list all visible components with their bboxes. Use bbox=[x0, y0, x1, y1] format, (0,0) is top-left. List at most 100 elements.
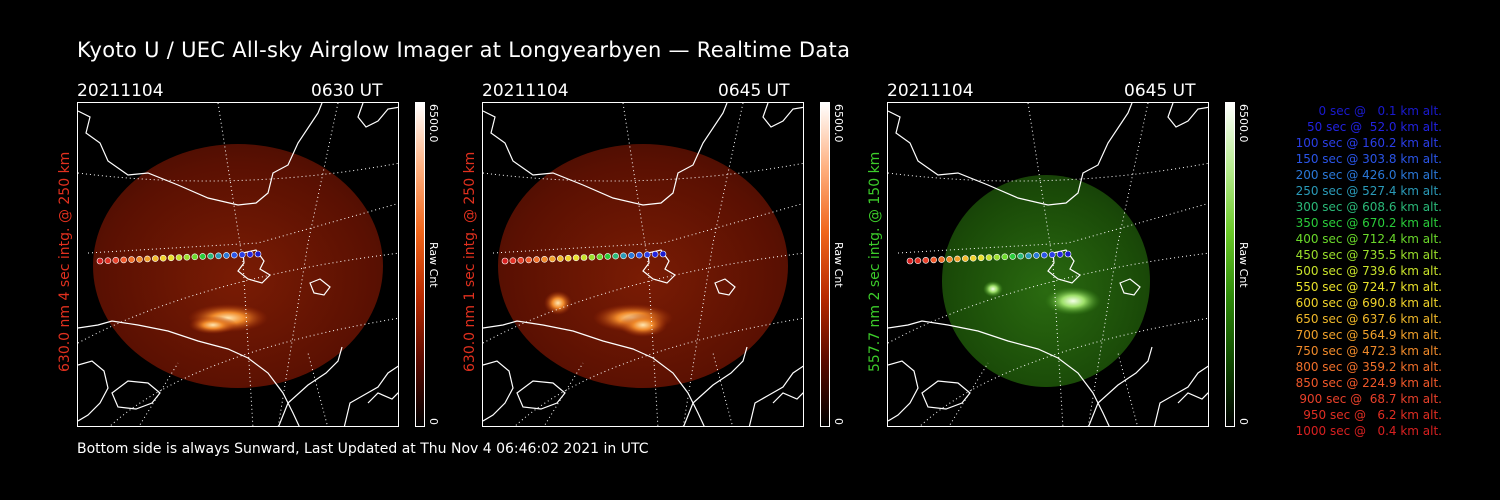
legend-row: 950 sec @ 6.2 km alt. bbox=[1303, 408, 1442, 422]
legend-row: 300 sec @ 608.6 km alt. bbox=[1295, 200, 1442, 214]
trajectory-point bbox=[128, 256, 135, 263]
legend-row: 500 sec @ 739.6 km alt. bbox=[1295, 264, 1442, 278]
legend-row: 700 sec @ 564.9 km alt. bbox=[1295, 328, 1442, 342]
legend-row: 550 sec @ 724.7 km alt. bbox=[1295, 280, 1442, 294]
colorbar-max-label: 6500.0 bbox=[832, 104, 845, 143]
trajectory-point bbox=[906, 257, 914, 265]
legend-row: 50 sec @ 52.0 km alt. bbox=[1307, 120, 1442, 134]
trajectory-point bbox=[509, 257, 517, 264]
trajectory-point bbox=[1025, 252, 1032, 260]
trajectory-point bbox=[914, 257, 922, 264]
panel-ylabel: 557.7 nm 2 sec intg. @ 150 km bbox=[867, 151, 883, 372]
trajectory-point bbox=[962, 255, 969, 262]
trajectory-point bbox=[930, 256, 938, 264]
trajectory-point bbox=[144, 255, 151, 263]
trajectory-point bbox=[977, 254, 985, 262]
legend-row: 100 sec @ 160.2 km alt. bbox=[1295, 136, 1442, 150]
trajectory-point bbox=[572, 254, 580, 262]
allsky-image[interactable] bbox=[77, 102, 399, 427]
trajectory-point bbox=[628, 252, 635, 259]
colorbar bbox=[415, 102, 425, 427]
legend-row: 350 sec @ 670.2 km alt. bbox=[1295, 216, 1442, 230]
trajectory-point bbox=[159, 254, 167, 262]
page-title: Kyoto U / UEC All-sky Airglow Imager at … bbox=[77, 38, 851, 62]
legend-row: 0 sec @ 0.1 km alt. bbox=[1318, 104, 1443, 118]
allsky-image[interactable] bbox=[482, 102, 804, 427]
trajectory-point bbox=[549, 255, 556, 263]
trajectory-point bbox=[954, 255, 961, 263]
allsky-image[interactable] bbox=[887, 102, 1209, 427]
trajectory-point bbox=[993, 253, 1001, 261]
trajectory-point bbox=[636, 251, 643, 259]
trajectory-point bbox=[1056, 251, 1064, 258]
footer-status: Bottom side is always Sunward, Last Upda… bbox=[77, 441, 649, 457]
trajectory-point bbox=[175, 254, 183, 261]
trajectory-point bbox=[231, 251, 238, 259]
trajectory-point bbox=[533, 256, 540, 263]
trajectory-point bbox=[501, 257, 509, 265]
trajectory-point bbox=[1048, 251, 1056, 258]
panel-date: 20211104 bbox=[77, 81, 164, 101]
legend-row: 400 sec @ 712.4 km alt. bbox=[1295, 232, 1442, 246]
trajectory-point bbox=[659, 250, 667, 258]
trajectory-point bbox=[580, 254, 588, 261]
trajectory-point bbox=[223, 252, 230, 259]
legend-row: 1000 sec @ 0.4 km alt. bbox=[1295, 424, 1442, 438]
legend-row: 750 sec @ 472.3 km alt. bbox=[1295, 344, 1442, 358]
colorbar-max-label: 6500.0 bbox=[1237, 104, 1250, 143]
trajectory-point bbox=[96, 257, 104, 265]
legend-row: 250 sec @ 527.4 km alt. bbox=[1295, 184, 1442, 198]
legend-row: 800 sec @ 359.2 km alt. bbox=[1295, 360, 1442, 374]
colorbar-min-label: 0 bbox=[832, 418, 845, 425]
colorbar-unit-label: Raw Cnt bbox=[1237, 242, 1250, 288]
legend-row: 450 sec @ 735.5 km alt. bbox=[1295, 248, 1442, 262]
legend-row: 900 sec @ 68.7 km alt. bbox=[1299, 392, 1442, 406]
trajectory-point bbox=[246, 251, 254, 258]
trajectory-point bbox=[643, 251, 651, 258]
legend-row: 200 sec @ 426.0 km alt. bbox=[1295, 168, 1442, 182]
trajectory-point bbox=[596, 253, 604, 261]
trajectory-point bbox=[104, 257, 112, 264]
trajectory-point bbox=[620, 252, 627, 260]
trajectory-point bbox=[112, 257, 120, 264]
legend-row: 150 sec @ 303.8 km alt. bbox=[1295, 152, 1442, 166]
colorbar bbox=[1225, 102, 1235, 427]
trajectory-point bbox=[1017, 252, 1024, 260]
trajectory-point bbox=[183, 253, 191, 261]
trajectory-point bbox=[254, 250, 262, 258]
trajectory-point bbox=[588, 253, 596, 261]
colorbar-max-label: 6500.0 bbox=[427, 104, 440, 143]
trajectory-point bbox=[564, 254, 572, 262]
trajectory-point bbox=[1064, 250, 1072, 258]
trajectory-point bbox=[199, 253, 206, 260]
trajectory-point bbox=[191, 253, 199, 261]
trajectory-point bbox=[938, 256, 945, 263]
legend-row: 650 sec @ 637.6 km alt. bbox=[1295, 312, 1442, 326]
colorbar-min-label: 0 bbox=[1237, 418, 1250, 425]
trajectory-point bbox=[922, 257, 930, 264]
trajectory-legend: 0 sec @ 0.1 km alt. 50 sec @ 52.0 km alt.… bbox=[1250, 103, 1442, 439]
colorbar-unit-label: Raw Cnt bbox=[832, 242, 845, 288]
colorbar bbox=[820, 102, 830, 427]
trajectory-point bbox=[207, 252, 214, 260]
trajectory-point bbox=[651, 251, 659, 258]
trajectory-point bbox=[946, 256, 953, 263]
trajectory-point bbox=[120, 256, 128, 264]
trajectory-point bbox=[969, 254, 977, 262]
panel-time: 0630 UT bbox=[311, 81, 383, 101]
trajectory-point bbox=[1009, 253, 1016, 260]
trajectory-point bbox=[152, 255, 159, 262]
allsky-map bbox=[888, 103, 1208, 426]
panel-time: 0645 UT bbox=[718, 81, 790, 101]
trajectory-point bbox=[604, 253, 611, 260]
trajectory-point bbox=[985, 254, 993, 261]
trajectory-point bbox=[612, 252, 619, 260]
trajectory-point bbox=[557, 255, 564, 262]
allsky-map bbox=[78, 103, 398, 426]
panel-date: 20211104 bbox=[887, 81, 974, 101]
panel-time: 0645 UT bbox=[1124, 81, 1196, 101]
legend-row: 600 sec @ 690.8 km alt. bbox=[1295, 296, 1442, 310]
trajectory-point bbox=[238, 251, 246, 258]
panel-date: 20211104 bbox=[482, 81, 569, 101]
trajectory-point bbox=[167, 254, 175, 262]
